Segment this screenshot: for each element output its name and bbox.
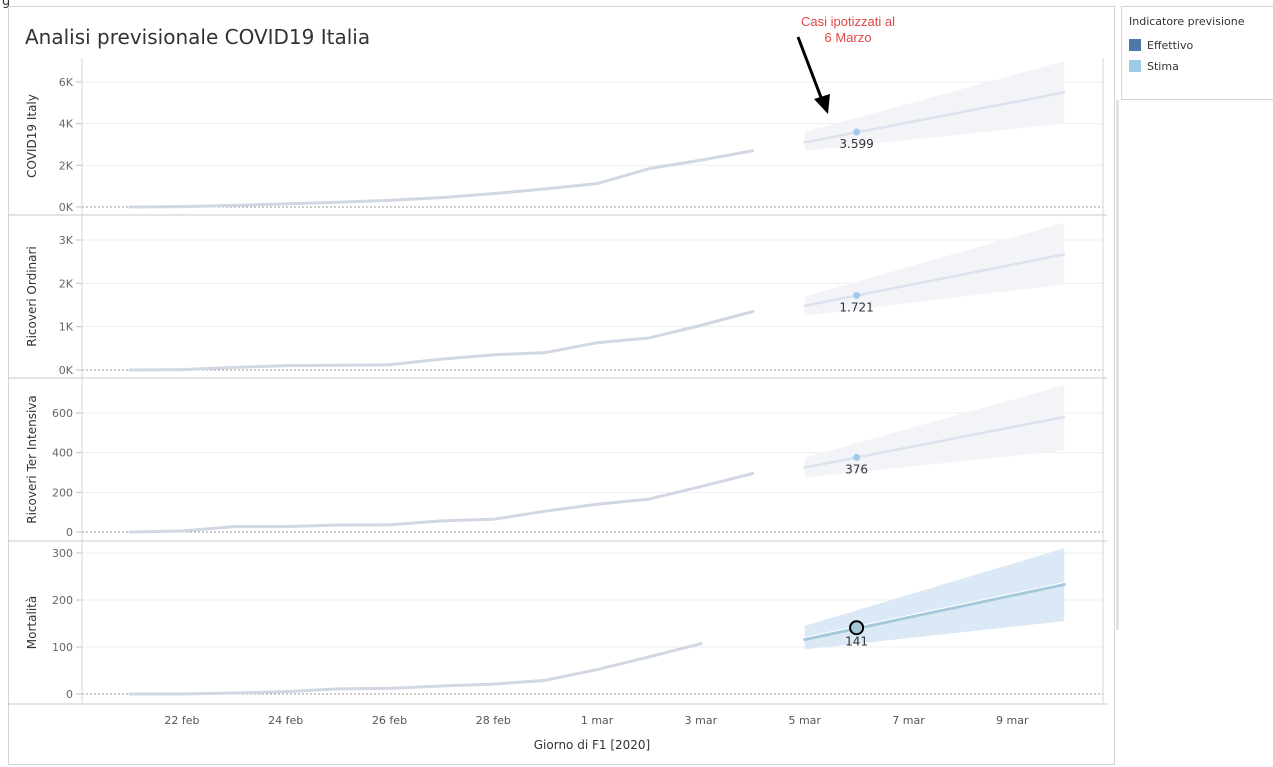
forecast-line bbox=[803, 91, 1066, 144]
y-axis-title: Mortalità bbox=[25, 596, 39, 649]
x-axis-title: Giorno di F1 [2020] bbox=[534, 738, 650, 752]
estimate-label: 141 bbox=[845, 635, 868, 649]
y-tick-label: 400 bbox=[52, 447, 73, 460]
forecast-line bbox=[803, 253, 1066, 308]
x-tick-label: 9 mar bbox=[996, 714, 1029, 727]
estimate-point bbox=[853, 128, 861, 136]
x-tick-label: 26 feb bbox=[372, 714, 407, 727]
y-tick-label: 0K bbox=[59, 364, 74, 377]
y-tick-label: 200 bbox=[52, 486, 73, 499]
legend-label-effettivo: Effettivo bbox=[1147, 39, 1194, 52]
actual-line bbox=[128, 149, 755, 209]
y-tick-label: 2K bbox=[59, 277, 74, 290]
annotation-arrow-head bbox=[814, 94, 830, 114]
y-tick-label: 1K bbox=[59, 321, 74, 334]
y-tick-label: 0K bbox=[59, 201, 74, 214]
estimate-label: 1.721 bbox=[839, 300, 873, 314]
annotation-arrow-shaft bbox=[796, 36, 824, 101]
page-title: Analisi previsionale COVID19 Italia bbox=[25, 25, 371, 49]
y-axis-title: COVID19 Italy bbox=[25, 94, 39, 178]
x-tick-label: 3 mar bbox=[685, 714, 718, 727]
legend-panel: Indicatore previsione Effettivo Stima bbox=[1121, 6, 1273, 100]
annotation-text-line1: Casi ipotizzati al bbox=[801, 14, 895, 29]
actual-line bbox=[128, 642, 703, 696]
legend-scrollbar[interactable] bbox=[1116, 100, 1119, 630]
y-tick-label: 6K bbox=[59, 76, 74, 89]
estimate-point-selected bbox=[849, 620, 865, 636]
forecast-band bbox=[804, 61, 1065, 151]
x-tick-label: 1 mar bbox=[581, 714, 614, 727]
actual-line bbox=[128, 471, 755, 534]
actual-line bbox=[128, 310, 755, 372]
forecast-line bbox=[803, 582, 1066, 641]
forecast-line-highlight bbox=[804, 582, 1065, 638]
corner-glyph-text: g bbox=[2, 0, 11, 9]
estimate-point bbox=[853, 291, 861, 299]
forecast-band bbox=[804, 548, 1065, 650]
x-tick-label: 24 feb bbox=[268, 714, 303, 727]
y-tick-label: 300 bbox=[52, 547, 73, 560]
y-tick-label: 2K bbox=[59, 159, 74, 172]
dashboard-frame: Analisi previsionale COVID19 Italia bbox=[8, 6, 1115, 765]
y-tick-label: 3K bbox=[59, 234, 74, 247]
legend-title: Indicatore previsione bbox=[1129, 15, 1245, 28]
y-tick-label: 600 bbox=[52, 407, 73, 420]
y-tick-label: 100 bbox=[52, 641, 73, 654]
x-tick-label: 5 mar bbox=[788, 714, 821, 727]
legend-label-stima: Stima bbox=[1147, 60, 1179, 73]
y-tick-label: 0 bbox=[66, 688, 73, 701]
x-tick-label: 28 feb bbox=[476, 714, 511, 727]
y-tick-label: 200 bbox=[52, 594, 73, 607]
legend-swatch-stima bbox=[1129, 60, 1141, 72]
forecast-band bbox=[804, 385, 1065, 478]
y-tick-label: 0 bbox=[66, 526, 73, 539]
legend-swatch-effettivo bbox=[1129, 39, 1141, 51]
y-tick-label: 4K bbox=[59, 118, 74, 131]
y-axis-title: Ricoveri Ter Intensiva bbox=[25, 395, 39, 523]
estimate-point bbox=[853, 453, 861, 461]
x-tick-label: 7 mar bbox=[892, 714, 925, 727]
y-axis-title: Ricoveri Ordinari bbox=[25, 246, 39, 347]
estimate-label: 376 bbox=[845, 462, 868, 476]
estimate-label: 3.599 bbox=[839, 137, 873, 151]
forecast-line bbox=[803, 415, 1066, 469]
x-tick-label: 22 feb bbox=[164, 714, 199, 727]
annotation-text-line2: 6 Marzo bbox=[825, 30, 872, 45]
